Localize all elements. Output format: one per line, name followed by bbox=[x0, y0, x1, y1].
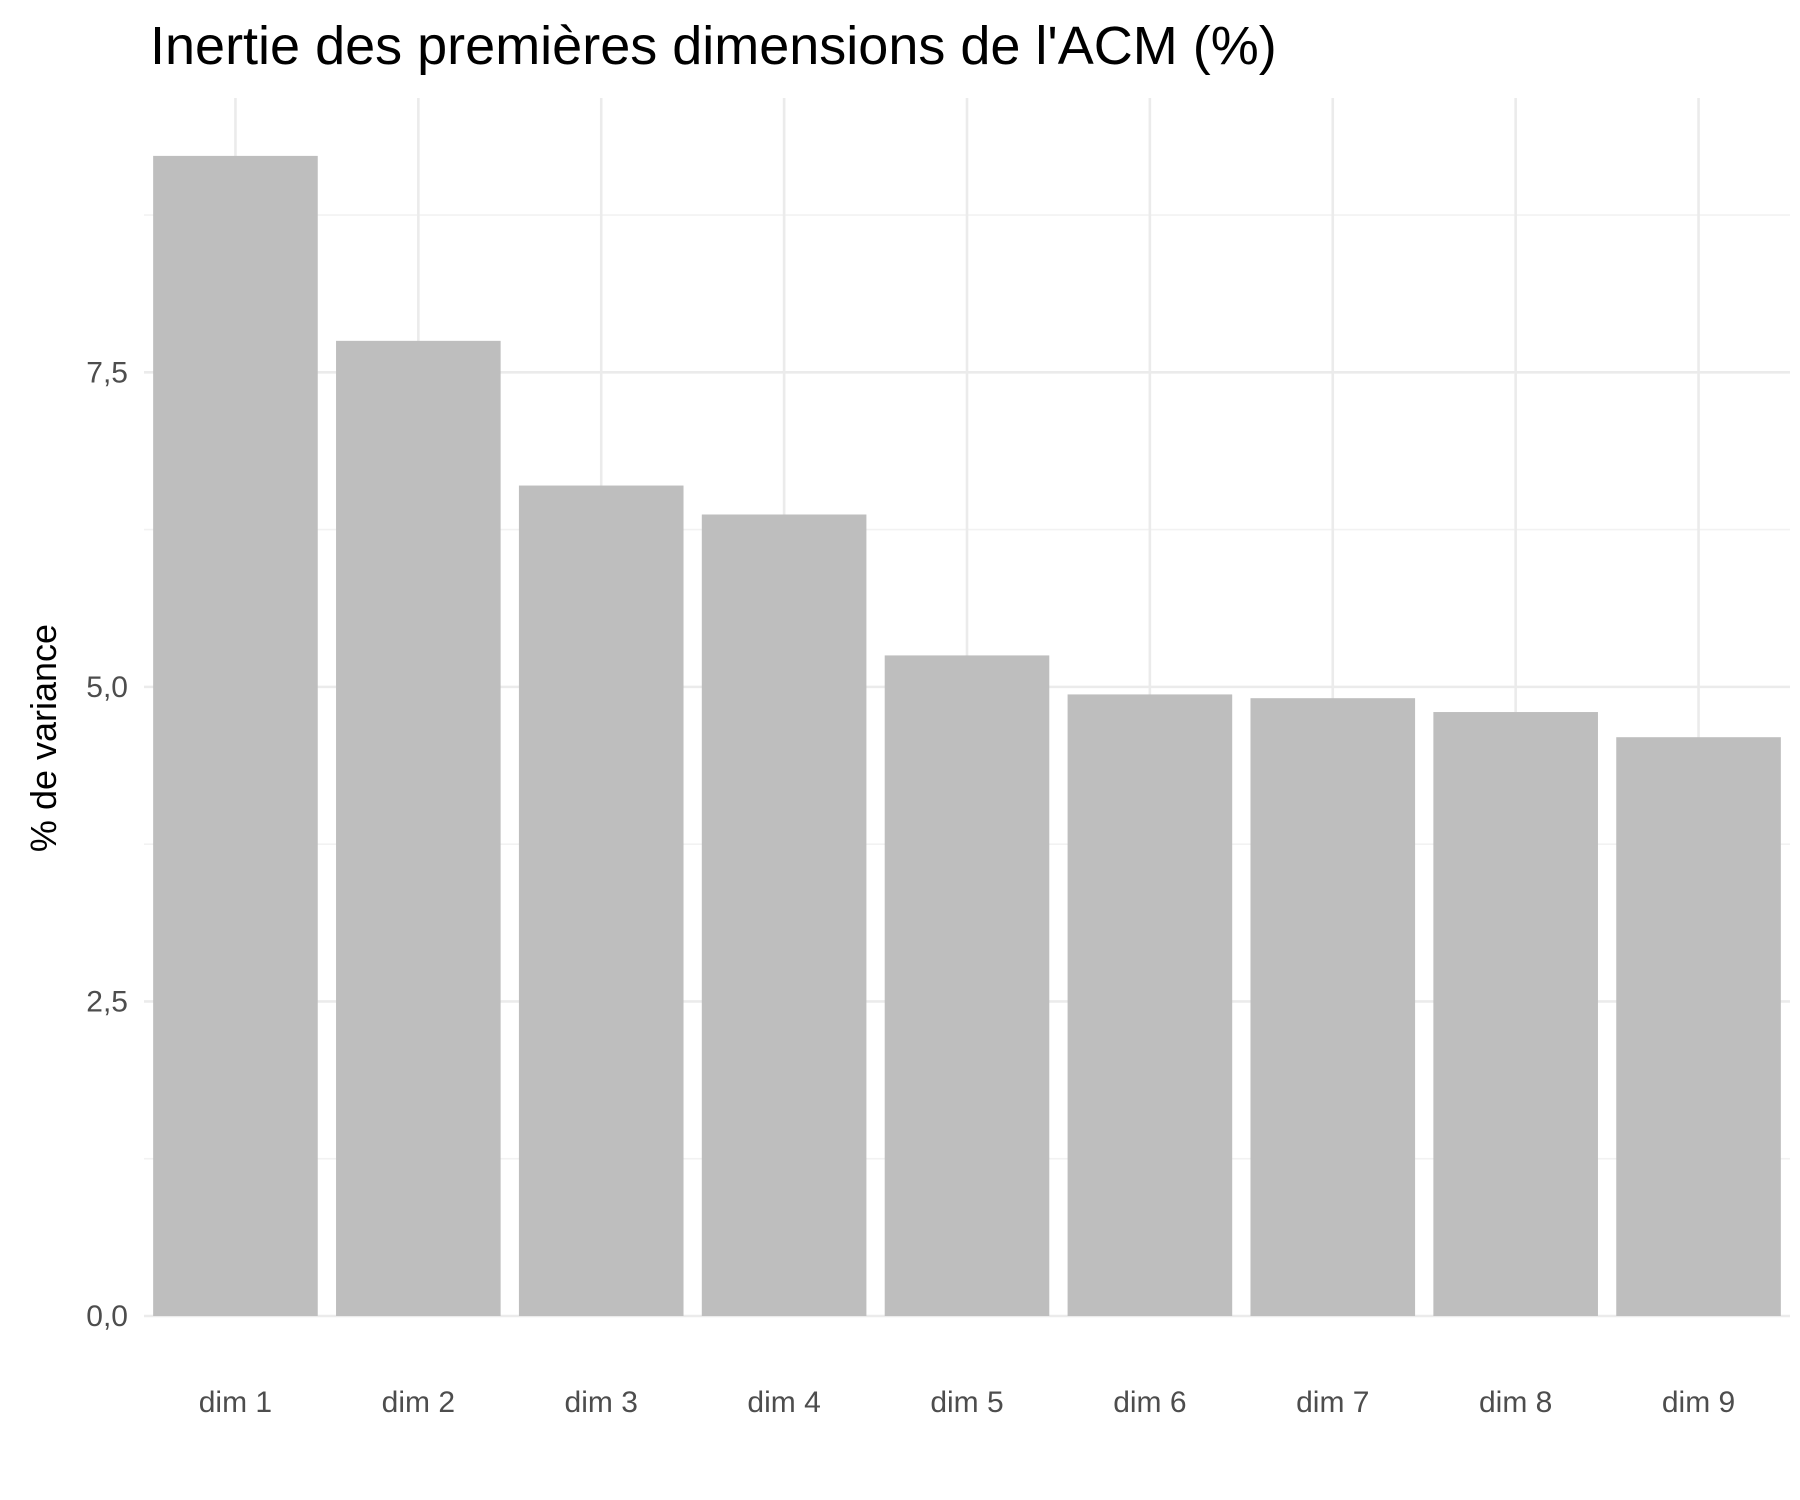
x-tick-label: dim 2 bbox=[382, 1386, 455, 1419]
x-tick-label: dim 6 bbox=[1113, 1386, 1186, 1419]
bar-5 bbox=[884, 655, 1050, 1316]
bar-1 bbox=[153, 155, 318, 1317]
x-tick-label: dim 8 bbox=[1479, 1386, 1552, 1419]
x-tick-label: dim 4 bbox=[747, 1386, 820, 1419]
x-tick-label: dim 9 bbox=[1662, 1386, 1735, 1419]
y-tick-label: 0,0 bbox=[86, 1300, 128, 1333]
x-tick-label: dim 1 bbox=[199, 1386, 272, 1419]
y-tick-label: 5,0 bbox=[86, 671, 128, 704]
x-tick-label: dim 7 bbox=[1296, 1386, 1369, 1419]
bar-3 bbox=[518, 485, 684, 1317]
y-tick-label: 7,5 bbox=[86, 356, 128, 389]
bars bbox=[153, 155, 1781, 1317]
bar-7 bbox=[1250, 698, 1416, 1316]
bar-9 bbox=[1616, 737, 1781, 1316]
chart-title: Inertie des premières dimensions de l'AC… bbox=[150, 16, 1277, 76]
y-axis-ticks: 0,0 2,5 5,0 7,5 bbox=[86, 356, 128, 1333]
bar-6 bbox=[1067, 694, 1233, 1316]
x-axis-ticks: dim 1 dim 2 dim 3 dim 4 dim 5 dim 6 dim 7 dim 8… bbox=[199, 1386, 1735, 1419]
y-axis-title: % de variance bbox=[23, 624, 64, 852]
x-tick-label: dim 5 bbox=[930, 1386, 1003, 1419]
bar-8 bbox=[1433, 712, 1598, 1316]
bar-2 bbox=[336, 340, 501, 1316]
x-tick-label: dim 3 bbox=[565, 1386, 638, 1419]
y-tick-label: 2,5 bbox=[86, 985, 128, 1018]
bar-4 bbox=[701, 514, 867, 1316]
